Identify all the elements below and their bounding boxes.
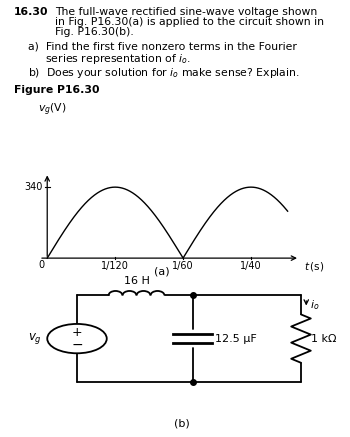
Text: $t\,\rm{(s)}$: $t\,\rm{(s)}$ bbox=[304, 260, 324, 273]
Text: The full-wave rectified sine-wave voltage shown: The full-wave rectified sine-wave voltag… bbox=[55, 7, 317, 17]
Text: Figure P16.30: Figure P16.30 bbox=[14, 85, 99, 95]
Text: 16 H: 16 H bbox=[124, 276, 149, 286]
Text: 1/60: 1/60 bbox=[172, 260, 194, 271]
Text: b)  Does your solution for $i_o$ make sense? Explain.: b) Does your solution for $i_o$ make sen… bbox=[28, 66, 300, 80]
Text: in Fig. P16.30(a) is applied to the circuit shown in: in Fig. P16.30(a) is applied to the circ… bbox=[55, 17, 324, 27]
Text: series representation of $i_o$.: series representation of $i_o$. bbox=[28, 52, 191, 66]
Text: (a): (a) bbox=[154, 266, 169, 276]
Text: 0: 0 bbox=[38, 260, 45, 270]
Text: $v_g\rm{(V)}$: $v_g\rm{(V)}$ bbox=[38, 102, 66, 118]
Text: 1 kΩ: 1 kΩ bbox=[311, 333, 336, 343]
Text: $i_o$: $i_o$ bbox=[310, 298, 320, 312]
Text: 1/120: 1/120 bbox=[101, 260, 129, 271]
Text: (b): (b) bbox=[174, 418, 190, 428]
Text: a)  Find the first five nonzero terms in the Fourier: a) Find the first five nonzero terms in … bbox=[28, 42, 297, 52]
Text: 340: 340 bbox=[25, 182, 43, 192]
Text: Fig. P16.30(b).: Fig. P16.30(b). bbox=[55, 27, 134, 37]
Text: +: + bbox=[72, 326, 82, 339]
Text: 12.5 μF: 12.5 μF bbox=[215, 333, 257, 343]
Text: 16.30: 16.30 bbox=[14, 7, 49, 17]
Text: $v_g$: $v_g$ bbox=[28, 331, 42, 346]
Text: 1/40: 1/40 bbox=[240, 260, 262, 271]
Text: −: − bbox=[71, 338, 83, 352]
